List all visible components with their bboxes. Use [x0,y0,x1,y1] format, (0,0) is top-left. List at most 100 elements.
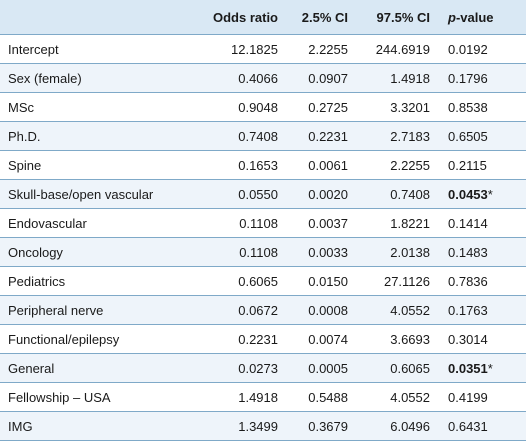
table-row: Oncology 0.1108 0.0033 2.0138 0.1483 [0,237,526,267]
table-row: Pediatrics 0.6065 0.0150 27.1126 0.7836 [0,266,526,296]
odds-ratio-cell: 0.1653 [186,150,286,180]
row-label: Sex (female) [0,63,186,93]
p-value: 0.1796 [448,70,488,86]
ci-high-cell: 3.3201 [356,92,438,122]
p-value: 0.6505 [448,128,488,144]
p-value-cell: 0.1483 [438,237,526,267]
table-row: Skull-base/open vascular 0.0550 0.0020 0.74… [0,179,526,209]
ci-low-cell: 0.0061 [286,150,356,180]
p-value: 0.7836 [448,273,488,289]
p-value: 0.3014 [448,331,488,347]
ci-low-cell: 0.0033 [286,237,356,267]
p-value: 0.0351 [448,360,488,376]
row-label: Peripheral nerve [0,295,186,325]
row-label: MSc [0,92,186,122]
odds-ratio-cell: 1.3499 [186,411,286,441]
header-p-italic: p [448,9,456,25]
ci-high-cell: 2.2255 [356,150,438,180]
p-value-cell: 0.1763 [438,295,526,325]
ci-high-cell: 4.0552 [356,382,438,412]
ci-low-cell: 0.0037 [286,208,356,238]
row-label: Spine [0,150,186,180]
ci-high-cell: 244.6919 [356,34,438,64]
p-value-cell: 0.0192 [438,34,526,64]
table-row: Spine 0.1653 0.0061 2.2255 0.2115 [0,150,526,180]
row-label: Fellowship – USA [0,382,186,412]
p-value-cell: 0.1796 [438,63,526,93]
p-value-cell: 0.2115 [438,150,526,180]
ci-low-cell: 2.2255 [286,34,356,64]
ci-low-cell: 0.5488 [286,382,356,412]
table-row: Functional/epilepsy 0.2231 0.0074 3.6693 0.3… [0,324,526,354]
row-label: General [0,353,186,383]
ci-low-cell: 0.0907 [286,63,356,93]
ci-low-cell: 0.0020 [286,179,356,209]
header-p-value: p-value [438,0,526,35]
ci-high-cell: 3.6693 [356,324,438,354]
odds-ratio-cell: 0.9048 [186,92,286,122]
ci-high-cell: 4.0552 [356,295,438,325]
odds-ratio-cell: 12.1825 [186,34,286,64]
odds-ratio-cell: 0.0550 [186,179,286,209]
table-row: Endovascular 0.1108 0.0037 1.8221 0.1414 [0,208,526,238]
header-p-rest: -value [455,9,494,25]
row-label: Skull-base/open vascular [0,179,186,209]
p-value-cell: 0.6505 [438,121,526,151]
significance-marker: * [487,360,493,376]
odds-ratio-cell: 0.0672 [186,295,286,325]
ci-low-cell: 0.0074 [286,324,356,354]
ci-high-cell: 6.0496 [356,411,438,441]
p-value: 0.8538 [448,99,488,115]
significance-marker: * [487,186,493,202]
ci-high-cell: 0.6065 [356,353,438,383]
p-value: 0.2115 [448,157,487,173]
p-value: 0.6431 [448,418,488,434]
header-ci-high: 97.5% CI [356,0,438,35]
p-value: 0.0192 [448,41,488,57]
ci-high-cell: 2.0138 [356,237,438,267]
row-label: Ph.D. [0,121,186,151]
p-value: 0.1763 [448,302,488,318]
odds-ratio-cell: 1.4918 [186,382,286,412]
ci-low-cell: 0.2231 [286,121,356,151]
table-row: MSc 0.9048 0.2725 3.3201 0.8538 [0,92,526,122]
ci-low-cell: 0.2725 [286,92,356,122]
odds-ratio-cell: 0.1108 [186,208,286,238]
row-label: Endovascular [0,208,186,238]
row-label: IMG [0,411,186,441]
ci-low-cell: 0.0008 [286,295,356,325]
row-label: Functional/epilepsy [0,324,186,354]
odds-ratio-cell: 0.4066 [186,63,286,93]
table-row: Peripheral nerve 0.0672 0.0008 4.0552 0.1763 [0,295,526,325]
table-row: General 0.0273 0.0005 0.6065 0.0351* [0,353,526,383]
p-value-cell: 0.8538 [438,92,526,122]
p-value-cell: 0.6431 [438,411,526,441]
odds-ratio-cell: 0.0273 [186,353,286,383]
table-row: Intercept 12.1825 2.2255 244.6919 0.0192 [0,34,526,64]
p-value-cell: 0.0453* [438,179,526,209]
table-row: IMG 1.3499 0.3679 6.0496 0.6431 [0,411,526,441]
p-value-cell: 0.0351* [438,353,526,383]
table-header-row: Odds ratio 2.5% CI 97.5% CI p-value [0,0,526,35]
p-value: 0.1483 [448,244,488,260]
p-value: 0.0453 [448,186,488,202]
odds-ratio-cell: 0.1108 [186,237,286,267]
ci-high-cell: 27.1126 [356,266,438,296]
ci-high-cell: 1.4918 [356,63,438,93]
p-value-cell: 0.1414 [438,208,526,238]
ci-low-cell: 0.0150 [286,266,356,296]
table-row: Fellowship – USA 1.4918 0.5488 4.0552 0.4199 [0,382,526,412]
table-body: Intercept 12.1825 2.2255 244.6919 0.0192 Sex … [0,34,526,441]
ci-high-cell: 0.7408 [356,179,438,209]
row-label: Oncology [0,237,186,267]
ci-high-cell: 2.7183 [356,121,438,151]
odds-ratio-cell: 0.7408 [186,121,286,151]
ci-low-cell: 0.3679 [286,411,356,441]
p-value: 0.1414 [448,215,488,231]
ci-high-cell: 1.8221 [356,208,438,238]
p-value-cell: 0.7836 [438,266,526,296]
p-value-cell: 0.4199 [438,382,526,412]
p-value-cell: 0.3014 [438,324,526,354]
table-row: Sex (female) 0.4066 0.0907 1.4918 0.1796 [0,63,526,93]
